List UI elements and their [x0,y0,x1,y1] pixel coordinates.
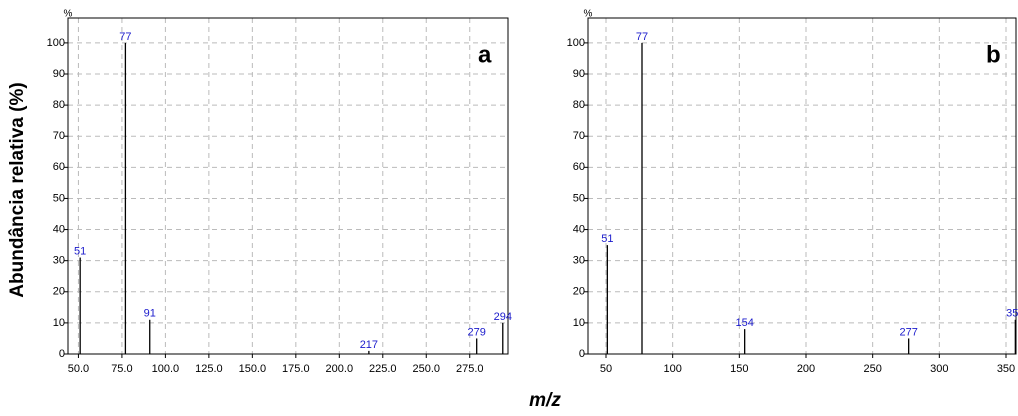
plot-frame [587,17,1017,355]
y-tick-label: 70 [573,130,585,142]
x-tick-label: 150.0 [239,363,267,375]
y-tick-label: 80 [573,99,585,111]
x-tick-label: 50.0 [68,363,89,375]
x-tick-label: 50 [600,363,612,375]
x-tick-label: 125.0 [195,363,223,375]
peak-label: 279 [468,326,486,338]
x-tick-label: 350 [997,363,1015,375]
plot-frame [67,17,509,355]
x-tick-label: 200 [797,363,815,375]
panel-letter: a [478,41,492,68]
panel-letter: b [986,41,1001,68]
y-tick-label: 0 [579,348,585,360]
y-tick-label: 30 [573,255,585,267]
x-tick-label: 100.0 [152,363,180,375]
peak-label: 154 [735,317,753,329]
peak-label: 357 [1006,308,1018,320]
y-tick-label: 70 [53,130,65,142]
y-tick-label: 90 [573,68,585,80]
x-tick-label: 275.0 [456,363,484,375]
y-tick-label: 60 [53,161,65,173]
y-tick-label: 20 [53,286,65,298]
peak-label: 217 [360,339,378,351]
y-unit: % [64,9,73,20]
y-tick-label: 20 [573,286,585,298]
x-tick-label: 250 [863,363,881,375]
y-tick-label: 100 [567,37,585,49]
y-tick-label: 80 [53,99,65,111]
x-tick-label: 75.0 [111,363,132,375]
y-tick-label: 10 [573,317,585,329]
y-axis-label: Abundância relativa (%) [7,82,28,297]
y-tick-label: 50 [573,192,585,204]
x-tick-label: 250.0 [412,363,440,375]
peak-label: 294 [494,311,512,323]
y-tick-label: 10 [53,317,65,329]
y-unit: % [584,9,593,20]
x-axis-label: m/z [529,390,561,411]
x-tick-label: 300 [930,363,948,375]
y-tick-label: 0 [59,348,65,360]
peak-label: 77 [636,31,648,43]
peak-label: 51 [74,245,86,257]
x-tick-label: 225.0 [369,363,397,375]
y-tick-label: 50 [53,192,65,204]
x-tick-label: 150 [730,363,748,375]
x-tick-label: 200.0 [326,363,354,375]
y-tick-label: 90 [53,68,65,80]
peak-label: 77 [119,31,131,43]
y-tick-label: 40 [53,223,65,235]
peak-label: 91 [144,308,156,320]
y-tick-label: 30 [53,255,65,267]
y-tick-label: 100 [47,37,65,49]
y-tick-label: 60 [573,161,585,173]
y-tick-label: 40 [573,223,585,235]
x-tick-label: 100 [663,363,681,375]
peak-label: 277 [899,326,917,338]
peak-label: 51 [601,233,613,245]
x-tick-label: 175.0 [282,363,310,375]
